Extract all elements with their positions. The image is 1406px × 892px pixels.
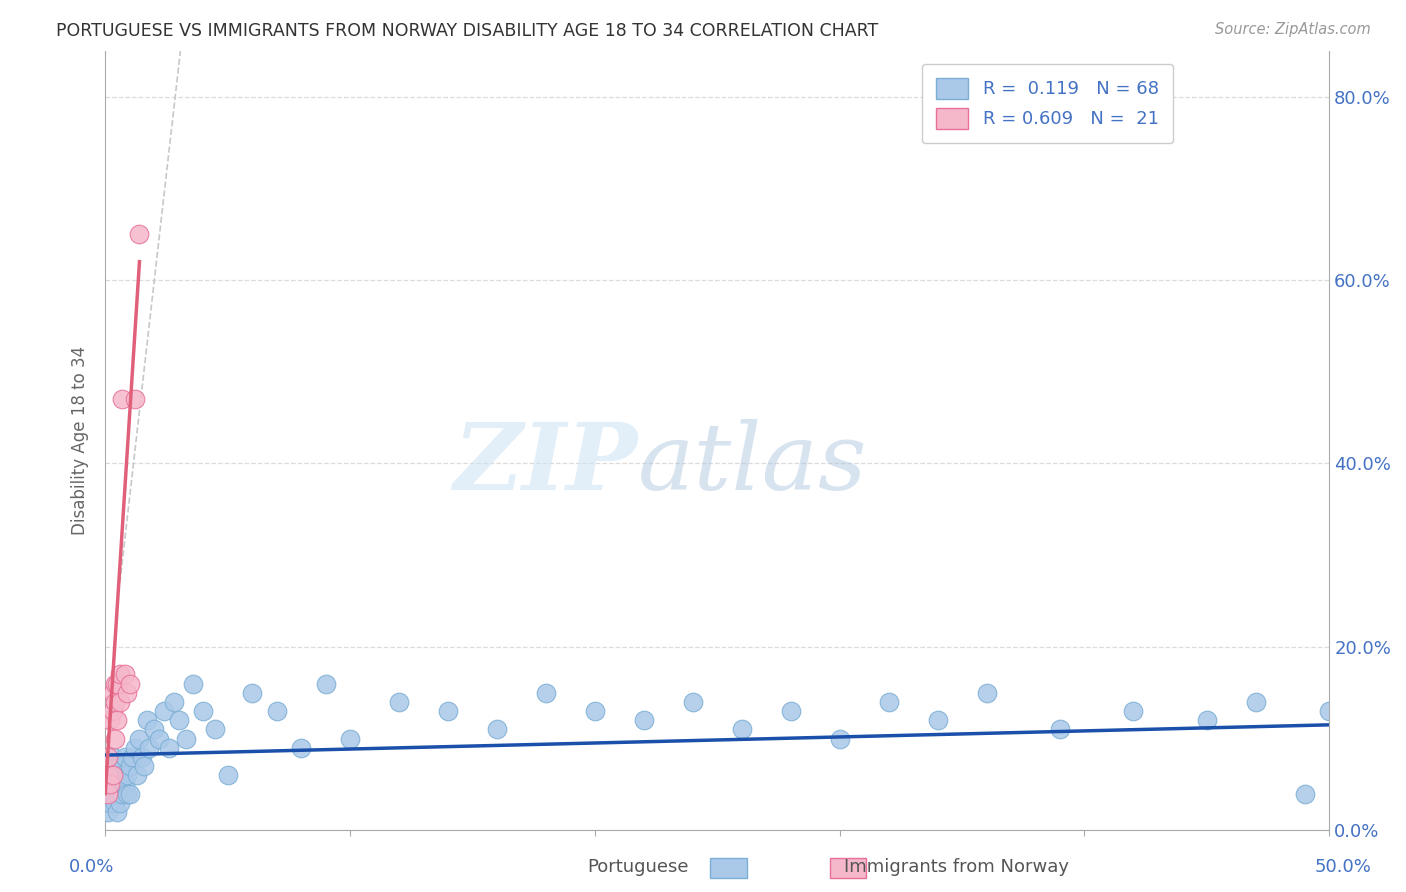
Point [104, 759, 127, 773]
Point [97, 768, 120, 782]
Point [204, 723, 226, 737]
Point [121, 750, 143, 764]
Point [163, 695, 186, 709]
Point [682, 695, 704, 709]
Point [437, 704, 460, 718]
Point [108, 777, 131, 791]
Point [98, 796, 121, 810]
Point [153, 704, 176, 718]
Point [118, 759, 141, 773]
Y-axis label: Disability Age 18 to 34: Disability Age 18 to 34 [72, 346, 89, 535]
Point [976, 686, 998, 700]
Point [98, 713, 121, 727]
Point [124, 392, 146, 407]
Point [98, 777, 121, 791]
Point [731, 723, 754, 737]
Point [98, 759, 121, 773]
Point [98, 777, 121, 791]
Point [148, 731, 170, 746]
Point [183, 676, 205, 690]
Point [108, 667, 131, 681]
Point [779, 704, 801, 718]
Point [485, 723, 508, 737]
Point [217, 768, 239, 782]
Point [128, 227, 150, 241]
Point [114, 777, 136, 791]
Point [111, 768, 134, 782]
Point [101, 750, 124, 764]
Point [157, 740, 180, 755]
Point [1294, 787, 1316, 801]
Point [118, 676, 141, 690]
Point [138, 740, 160, 755]
Point [101, 704, 124, 718]
Point [290, 740, 312, 755]
Point [167, 713, 190, 727]
Point [877, 695, 900, 709]
Point [191, 704, 214, 718]
Point [828, 731, 851, 746]
Point [1049, 723, 1071, 737]
Point [1244, 695, 1267, 709]
Point [107, 768, 129, 782]
Point [97, 805, 120, 819]
Point [104, 731, 127, 746]
Point [101, 686, 124, 700]
Text: PORTUGUESE VS IMMIGRANTS FROM NORWAY DISABILITY AGE 18 TO 34 CORRELATION CHART: PORTUGUESE VS IMMIGRANTS FROM NORWAY DIS… [56, 22, 879, 40]
Point [117, 768, 139, 782]
Point [107, 676, 129, 690]
Point [174, 731, 197, 746]
Point [104, 796, 127, 810]
Point [117, 787, 139, 801]
Point [117, 686, 139, 700]
Point [108, 759, 131, 773]
Legend: R =  0.119   N = 68, R = 0.609   N =  21: R = 0.119 N = 68, R = 0.609 N = 21 [921, 63, 1174, 144]
Text: Portuguese: Portuguese [588, 858, 689, 876]
Point [125, 768, 148, 782]
Point [1122, 704, 1144, 718]
Point [339, 731, 361, 746]
Point [108, 796, 131, 810]
Point [97, 768, 120, 782]
Point [143, 723, 166, 737]
Point [107, 805, 129, 819]
Point [107, 713, 129, 727]
Point [124, 740, 146, 755]
Point [118, 787, 141, 801]
Point [107, 787, 129, 801]
Point [104, 777, 127, 791]
Point [633, 713, 655, 727]
Point [114, 667, 136, 681]
Point [266, 704, 288, 718]
Point [1195, 713, 1218, 727]
Point [135, 713, 157, 727]
Text: 0.0%: 0.0% [69, 858, 114, 876]
Text: 50.0%: 50.0% [1315, 858, 1371, 876]
Point [101, 768, 124, 782]
Point [1317, 704, 1340, 718]
Point [534, 686, 557, 700]
Point [104, 676, 127, 690]
Text: Source: ZipAtlas.com: Source: ZipAtlas.com [1215, 22, 1371, 37]
Point [111, 392, 134, 407]
Point [108, 695, 131, 709]
Text: ZIP: ZIP [453, 419, 638, 509]
Text: Immigrants from Norway: Immigrants from Norway [844, 858, 1069, 876]
Point [104, 695, 127, 709]
Point [240, 686, 263, 700]
Point [134, 759, 156, 773]
Text: atlas: atlas [638, 419, 868, 509]
Point [97, 750, 120, 764]
Point [388, 695, 411, 709]
Point [111, 787, 134, 801]
Point [927, 713, 949, 727]
Point [315, 676, 337, 690]
Point [97, 787, 120, 801]
Point [131, 750, 153, 764]
Point [583, 704, 606, 718]
Point [114, 750, 136, 764]
Point [128, 731, 150, 746]
Point [101, 787, 124, 801]
Point [101, 768, 124, 782]
